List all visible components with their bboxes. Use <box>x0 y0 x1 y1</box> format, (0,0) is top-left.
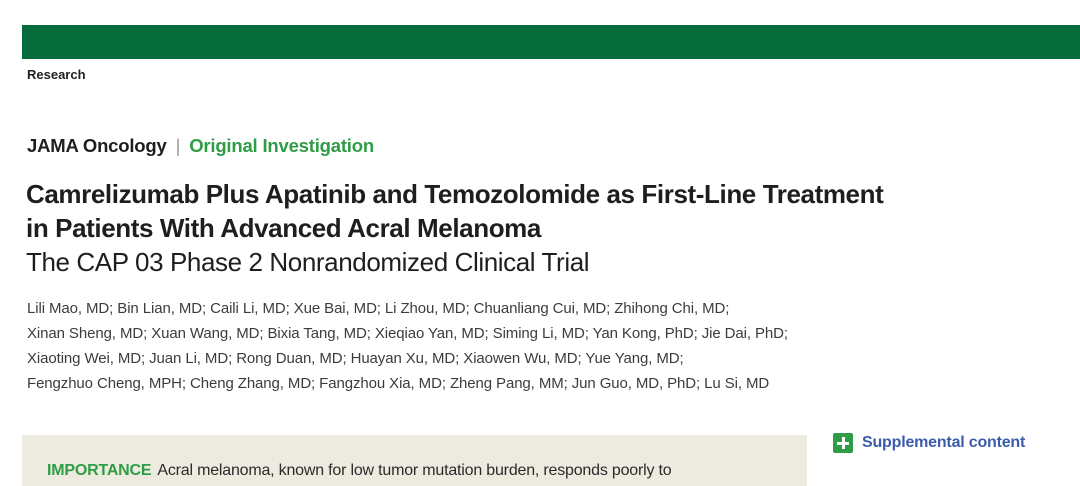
author-line: Lili Mao, MD; Bin Lian, MD; Caili Li, MD… <box>27 300 730 317</box>
journal-name: JAMA Oncology <box>27 135 167 156</box>
abstract-box: IMPORTANCE Acral melanoma, known for low … <box>22 435 807 486</box>
kicker-separator: | <box>175 135 181 156</box>
author-line: Fengzhuo Cheng, MPH; Cheng Zhang, MD; Fa… <box>27 375 770 392</box>
page-subtitle: The CAP 03 Phase 2 Nonrandomized Clinica… <box>26 247 590 277</box>
page-title-line-1: Camrelizumab Plus Apatinib and Temozolom… <box>26 179 884 209</box>
author-list: Lili Mao, MD; Bin Lian, MD; Caili Li, MD… <box>27 296 788 396</box>
importance-text: Acral melanoma, known for low tumor muta… <box>157 462 672 479</box>
author-line: Xiaoting Wei, MD; Juan Li, MD; Rong Duan… <box>27 350 684 367</box>
author-line: Xinan Sheng, MD; Xuan Wang, MD; Bixia Ta… <box>27 325 788 342</box>
article-type-label: Original Investigation <box>189 135 374 156</box>
supplemental-content-link[interactable]: Supplemental content <box>833 433 1025 453</box>
supplemental-content-label[interactable]: Supplemental content <box>862 434 1026 451</box>
plus-icon[interactable] <box>833 433 853 453</box>
article-kicker: JAMA Oncology | Original Investigation <box>27 135 374 157</box>
article-title-block: Camrelizumab Plus Apatinib and Temozolom… <box>26 177 884 279</box>
importance-label: IMPORTANCE <box>47 462 152 479</box>
page-title-line-2: in Patients With Advanced Acral Melanoma <box>26 213 541 243</box>
section-label: Research <box>27 67 86 82</box>
masthead-bar <box>22 25 1080 59</box>
abstract-importance-line: IMPORTANCE Acral melanoma, known for low … <box>47 460 787 482</box>
